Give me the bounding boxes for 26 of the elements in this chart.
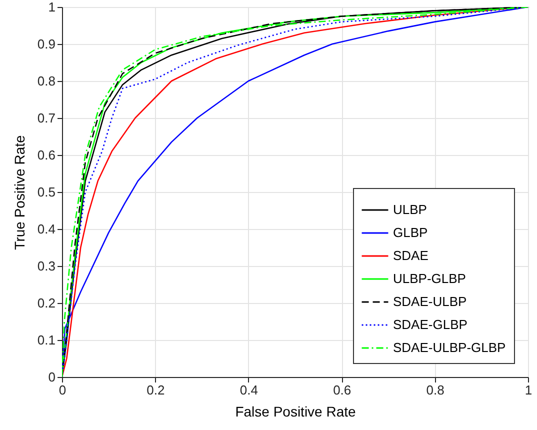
x-tick-label: 1 (524, 382, 532, 398)
x-tick-label: 0 (58, 382, 66, 398)
y-tick-label: 0.5 (37, 184, 56, 200)
y-tick-label: 1 (48, 0, 56, 14)
legend-label: SDAE-ULBP-GLBP (393, 340, 506, 355)
y-tick-label: 0.1 (37, 332, 56, 348)
legend-label: GLBP (393, 225, 428, 240)
y-tick-label: 0.7 (37, 110, 56, 126)
x-tick-label: 0.6 (333, 382, 352, 398)
x-tick-label: 0.2 (146, 382, 165, 398)
legend-label: ULBP (393, 202, 427, 217)
x-tick-label: 0.4 (240, 382, 258, 398)
x-tick-label: 0.8 (426, 382, 444, 398)
y-tick-label: 0.8 (37, 74, 56, 88)
legend-label: SDAE-ULBP (393, 294, 467, 309)
y-tick-label: 0.9 (37, 36, 56, 52)
y-tick-label: 0.2 (37, 296, 56, 310)
y-tick-label: 0 (48, 370, 56, 384)
legend-label: ULBP-GLBP (393, 271, 466, 286)
y-tick-label: 0.4 (37, 222, 56, 236)
y-axis-title: True Positive Rate (11, 134, 28, 250)
y-tick-label: 0.3 (37, 258, 56, 274)
x-axis-title: False Positive Rate (235, 404, 356, 420)
y-tick-label: 0.6 (37, 148, 56, 162)
legend-label: SDAE (393, 248, 429, 263)
legend-label: SDAE-GLBP (393, 317, 468, 332)
